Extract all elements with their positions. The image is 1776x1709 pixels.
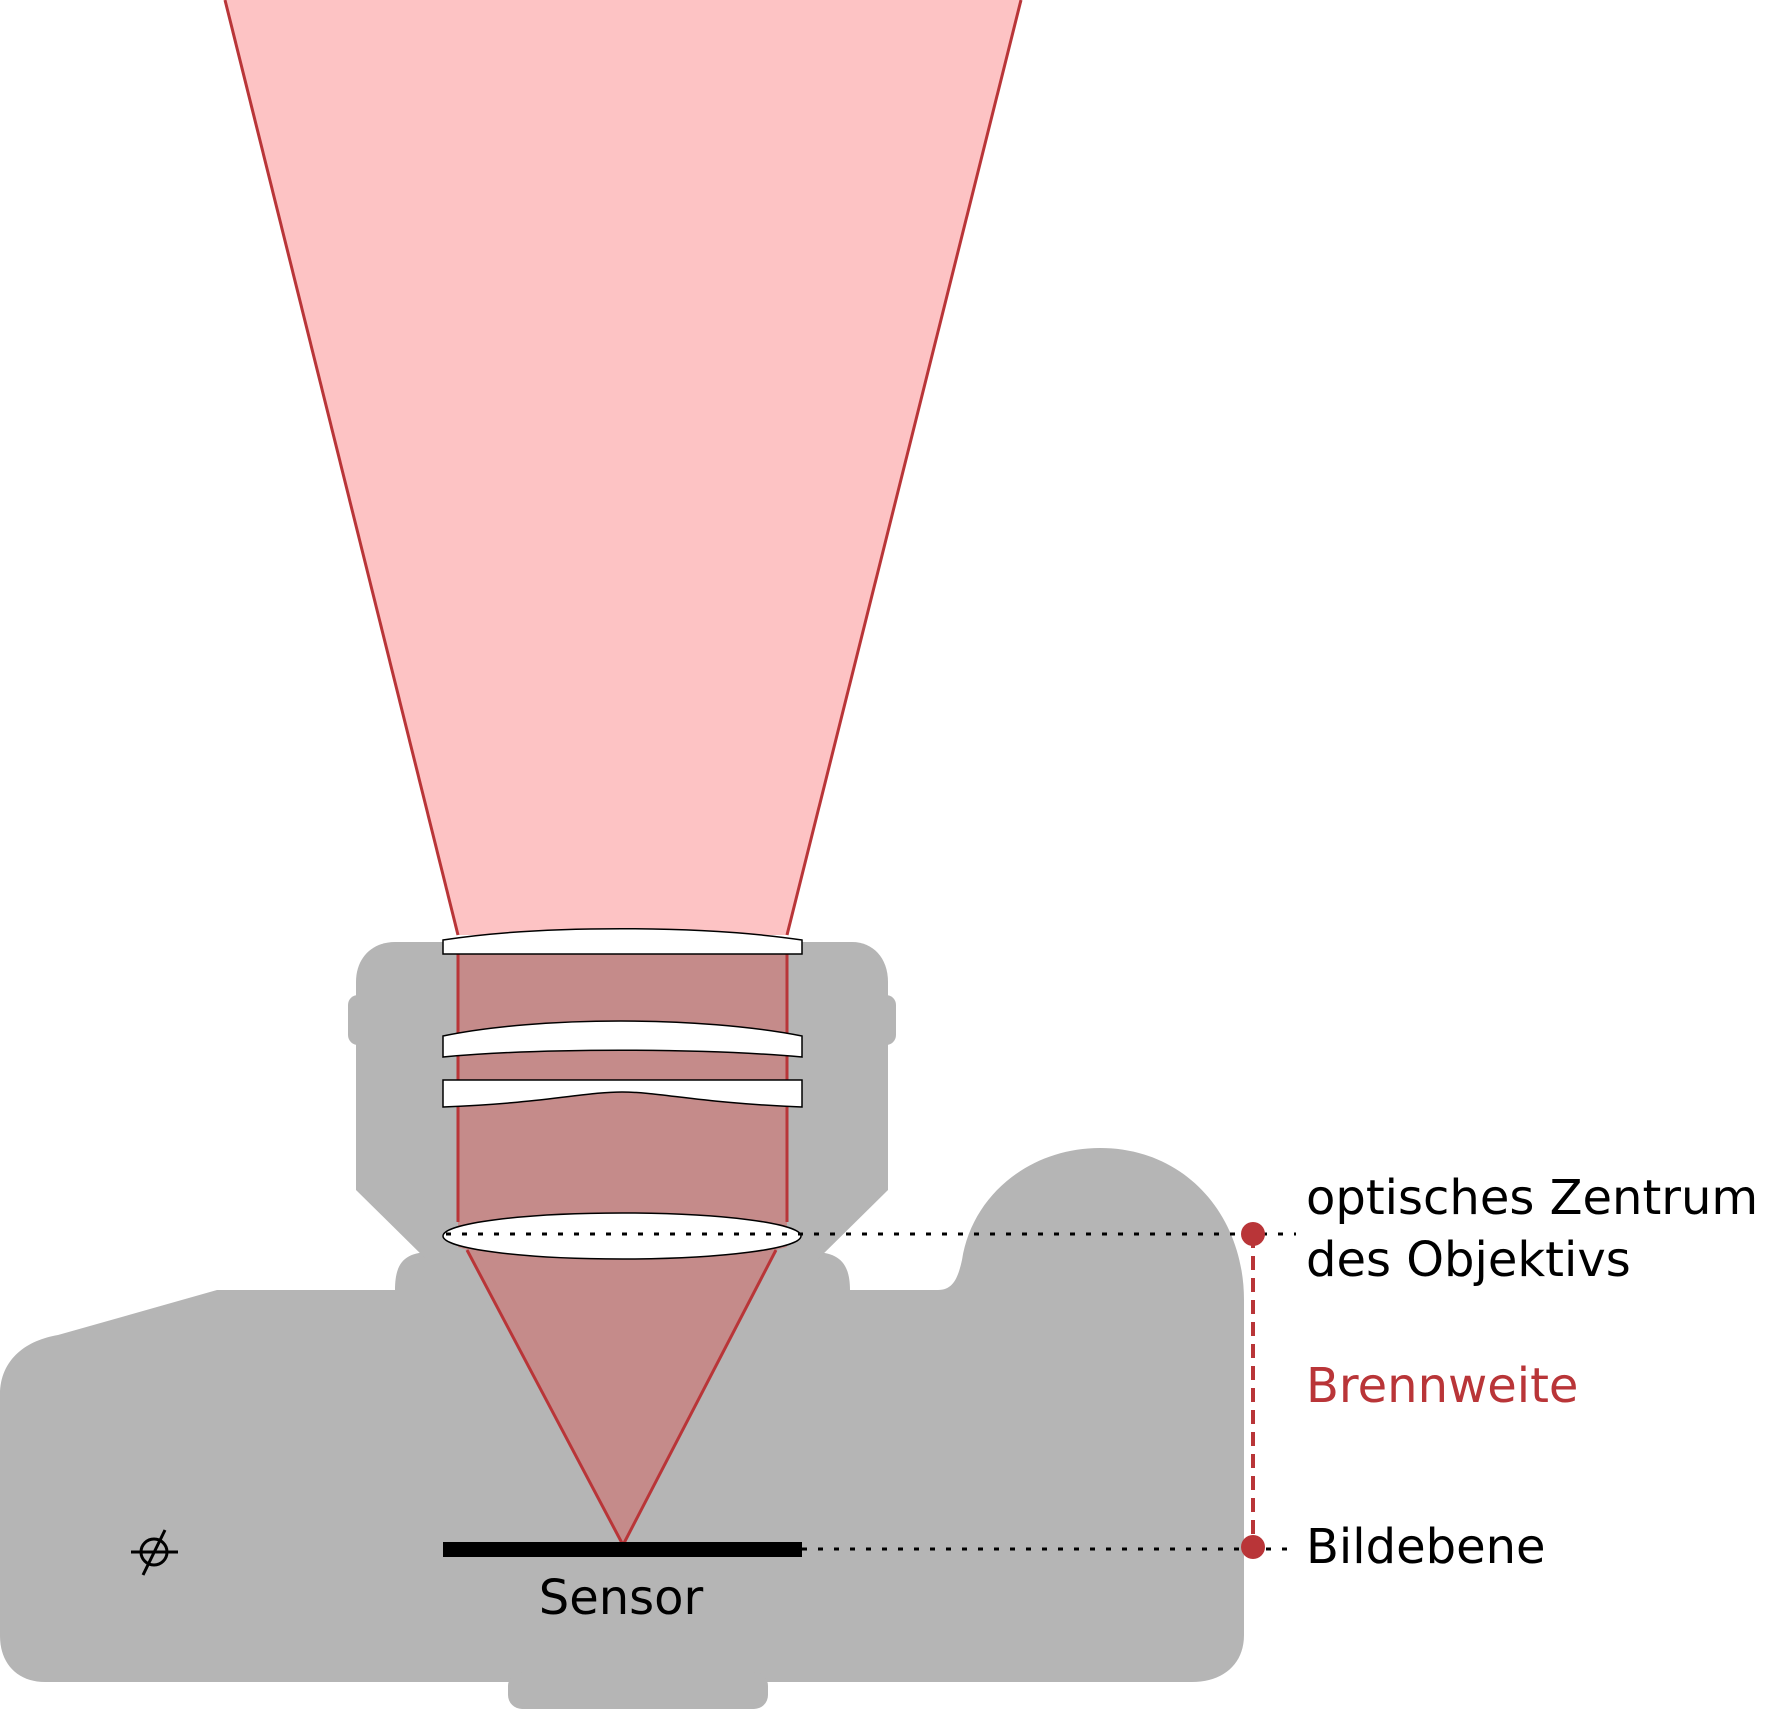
image-plane-marker	[1241, 1535, 1265, 1559]
lens-element-4	[442, 1212, 802, 1260]
focal-length-dimension	[1241, 1222, 1265, 1559]
lens-element-3	[442, 1079, 803, 1108]
sensor-bar	[443, 1542, 802, 1557]
image-plane-label: Bildebene	[1306, 1519, 1546, 1575]
guide-lines	[446, 1232, 1296, 1551]
optical-center-label-line1: optisches Zentrum	[1306, 1170, 1758, 1226]
lens-elements	[442, 928, 803, 1260]
lens-element-1	[442, 928, 803, 955]
film-plane-symbol-icon	[131, 1529, 178, 1576]
optical-center-label-line2: des Objektivs	[1306, 1232, 1631, 1288]
focal-length-label: Brennweite	[1306, 1358, 1578, 1414]
optical-center-marker	[1241, 1222, 1265, 1246]
lens-element-2	[442, 1020, 803, 1058]
light-cone-outer	[225, 0, 1021, 935]
ray-lines	[223, 0, 1023, 1546]
sensor-label: Sensor	[539, 1570, 704, 1626]
